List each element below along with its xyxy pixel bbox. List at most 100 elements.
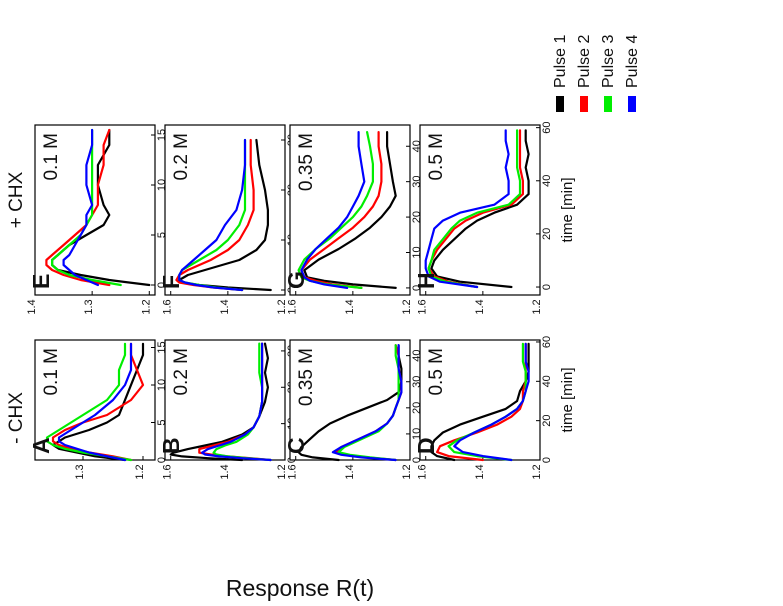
panel-letter-B: B [158,437,184,454]
series-line-E-3 [51,128,122,287]
panel-H: 0 20 40 60 1.2 1.4 1.6 H 0.5 M [413,122,553,315]
x-axis-label-bottom: time [min] [559,367,576,432]
series-line-A-1 [51,342,145,462]
panel-D: 0 20 40 60 1.2 1.4 1.6 D 0.5 M [413,336,553,480]
panel-letter-C: C [283,437,309,454]
series-line-A-3 [45,342,133,462]
series-line-H-1 [430,129,530,289]
ytick-label-D-0: 1.2 [531,464,543,479]
concentration-label-B: 0.2 M [171,348,192,396]
series-line-B-3 [212,342,272,462]
legend: Pulse 1 Pulse 2 Pulse 3 Pulse 4 [552,35,641,112]
ytick-label-B-1: 1.4 [219,464,231,479]
ytick-label-B-2: 1.6 [162,464,174,479]
ytick-label-A-0: 1.2 [134,464,146,479]
series-line-B-4 [201,342,272,462]
panel-frame-A [34,339,156,461]
series-line-G-2 [300,131,383,289]
ytick-label-D-1: 1.4 [474,464,486,479]
xtick-label-A-0: 0 [156,457,168,463]
panel-letter-F: F [158,275,184,289]
concentration-label-H: 0.5 M [426,133,447,181]
xtick-label-D-0: 0 [541,457,553,463]
xtick-label-H-2: 40 [541,175,553,187]
xtick-label-H-3: 60 [541,122,553,134]
legend-swatch-3 [604,96,612,112]
panel-letter-G: G [283,271,309,289]
xtick-label-E-1: 5 [156,232,168,238]
concentration-label-E: 0.1 M [41,133,62,181]
legend-label-4: Pulse 4 [624,35,641,88]
series-line-E-2 [45,128,111,287]
group-title-left: - CHX [6,392,27,444]
series-line-A-4 [57,342,133,462]
legend-swatch-2 [580,96,588,112]
ytick-label-H-1: 1.4 [474,299,486,314]
series-line-C-1 [297,344,403,462]
panel-B: 01020301.21.41.6B0.2 M [158,339,298,480]
xtick-label-H-1: 20 [541,228,553,240]
group-title-right: + CHX [6,171,27,228]
ytick-label-G-0: 1.2 [401,299,413,314]
ytick-label-E-2: 1.4 [26,299,38,314]
xtick-label-G-0: 0 [411,285,423,291]
xtick-label-D-1: 20 [541,415,553,427]
series-line-H-4 [424,129,510,289]
xtick-label-H-0: 0 [541,284,553,290]
series-line-D-2 [436,342,527,462]
xtick-label-E-0: 0 [156,282,168,288]
series-line-H-3 [427,129,522,289]
legend-swatch-4 [628,96,636,112]
xtick-label-A-1: 5 [156,419,168,425]
ytick-label-B-0: 1.2 [276,464,288,479]
ytick-label-C-2: 1.6 [287,464,299,479]
panel-letter-D: D [413,437,439,454]
series-line-F-4 [178,138,247,292]
ytick-label-E-0: 1.2 [140,299,152,314]
concentration-label-G: 0.35 M [296,133,317,191]
ytick-label-C-1: 1.4 [344,464,356,479]
concentration-label-A: 0.1 M [41,348,62,396]
legend-label-2: Pulse 2 [576,35,593,88]
ytick-label-E-1: 1.3 [83,299,95,314]
panel-F: 01020301.21.41.6F0.2 M [158,124,298,315]
series-line-D-4 [453,342,530,462]
x-axis-label-top: time [min] [559,177,576,242]
xtick-label-D-2: 40 [541,375,553,387]
ytick-label-D-2: 1.6 [417,464,429,479]
xtick-label-D-3: 60 [541,336,553,348]
series-line-D-1 [430,342,530,462]
y-axis-label: Response R(t) [226,575,374,601]
series-line-G-1 [303,131,397,289]
legend-label-1: Pulse 1 [552,35,569,88]
panel-letter-E: E [28,274,54,289]
ytick-label-G-1: 1.4 [344,299,356,314]
ytick-label-A-1: 1.3 [74,464,86,479]
legend-swatch-1 [556,96,564,112]
panel-letter-A: A [28,437,54,454]
panel-letter-H: H [413,272,439,289]
concentration-label-F: 0.2 M [171,133,192,181]
ytick-label-F-0: 1.2 [276,299,288,314]
series-line-G-4 [300,131,366,289]
panel-frame-H [419,124,541,296]
ytick-label-H-2: 1.6 [417,299,429,314]
concentration-label-C: 0.35 M [296,348,317,406]
ytick-label-F-1: 1.4 [219,299,231,314]
legend-label-3: Pulse 3 [600,35,617,88]
ytick-label-H-0: 1.2 [531,299,543,314]
series-line-C-4 [331,344,403,462]
ytick-label-C-0: 1.2 [401,464,413,479]
ytick-label-G-2: 1.6 [287,299,299,314]
ytick-label-F-2: 1.6 [162,299,174,314]
series-line-E-4 [62,128,99,287]
xtick-label-C-0: 0 [411,457,423,463]
series-line-B-1 [169,342,269,462]
concentration-label-D: 0.5 M [426,348,447,396]
